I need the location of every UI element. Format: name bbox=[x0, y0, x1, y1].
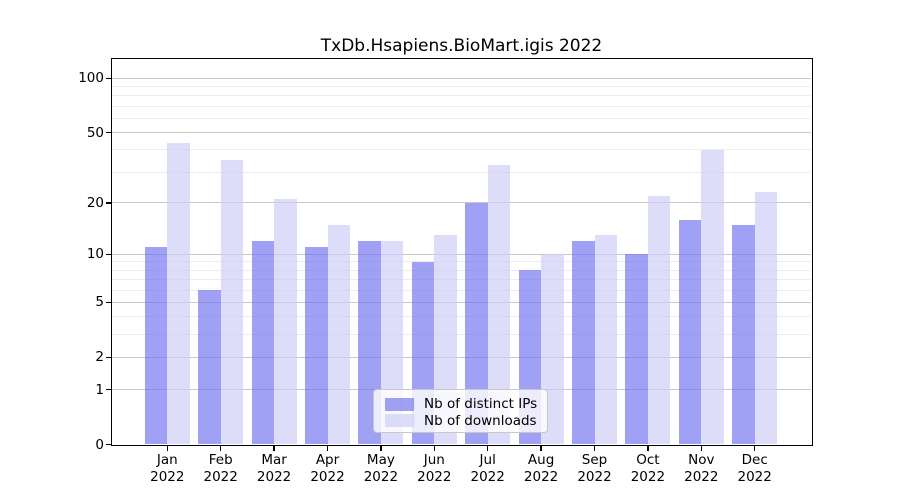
y-tick-label: 0 bbox=[95, 436, 104, 453]
bar-distinct-ips bbox=[305, 247, 328, 445]
y-tick-label: 1 bbox=[95, 381, 104, 398]
gridline-minor bbox=[112, 171, 811, 173]
y-tick-label: 5 bbox=[95, 294, 104, 311]
bar-distinct-ips bbox=[144, 247, 168, 445]
x-tick-mark bbox=[166, 446, 169, 451]
gridline-major bbox=[112, 253, 811, 255]
bar-downloads bbox=[754, 192, 778, 445]
legend-swatch-downloads-icon bbox=[385, 414, 414, 428]
x-tick-label: May 2022 bbox=[363, 452, 399, 485]
x-tick-mark bbox=[380, 446, 382, 451]
y-tick-mark bbox=[106, 131, 112, 134]
bar-downloads bbox=[701, 149, 724, 445]
gridline-minor bbox=[112, 117, 811, 119]
gridline-minor bbox=[112, 269, 811, 271]
y-tick-label: 20 bbox=[86, 194, 104, 211]
y-tick-mark bbox=[106, 202, 112, 204]
x-tick-label: Feb 2022 bbox=[203, 452, 238, 485]
x-tick-mark bbox=[433, 446, 436, 451]
x-tick-label: Dec 2022 bbox=[737, 452, 772, 485]
gridline-major bbox=[112, 301, 811, 303]
y-tick-mark bbox=[106, 253, 112, 256]
legend-label-downloads: Nb of downloads bbox=[424, 412, 537, 429]
gridline-minor bbox=[112, 334, 811, 336]
bar-distinct-ips bbox=[732, 224, 755, 445]
gridline-major bbox=[112, 356, 811, 358]
gridline-minor bbox=[112, 95, 811, 97]
x-tick-label: Apr 2022 bbox=[310, 452, 345, 485]
x-tick-label: Sep 2022 bbox=[577, 452, 612, 485]
y-tick-label: 50 bbox=[86, 124, 104, 141]
gridline-major bbox=[112, 77, 811, 79]
x-tick-mark bbox=[219, 446, 222, 451]
x-tick-mark bbox=[273, 446, 275, 451]
bar-downloads bbox=[167, 142, 190, 445]
x-tick-label: Mar 2022 bbox=[256, 452, 292, 485]
x-tick-label: Nov 2022 bbox=[684, 452, 719, 485]
chart-title: TxDb.Hsapiens.BioMart.igis 2022 bbox=[320, 36, 603, 56]
y-tick-mark bbox=[106, 443, 112, 446]
legend-swatch-distinct-ips-icon bbox=[385, 397, 414, 411]
bar-downloads bbox=[487, 164, 511, 445]
gridline-major bbox=[112, 202, 811, 204]
x-tick-mark bbox=[647, 446, 649, 451]
x-tick-label: Jan 2022 bbox=[150, 452, 185, 485]
bar-downloads bbox=[647, 195, 671, 445]
x-tick-mark bbox=[486, 446, 489, 451]
bar-distinct-ips bbox=[625, 254, 648, 445]
legend-label-distinct-ips: Nb of distinct IPs bbox=[424, 396, 538, 413]
bar-downloads bbox=[274, 199, 297, 445]
gridline-minor bbox=[112, 105, 811, 107]
bar-downloads bbox=[594, 235, 617, 445]
x-tick-mark bbox=[700, 446, 703, 451]
x-tick-mark bbox=[540, 446, 542, 451]
y-tick-label: 2 bbox=[95, 349, 104, 366]
gridline-minor bbox=[112, 316, 811, 318]
x-tick-label: Aug 2022 bbox=[523, 452, 559, 485]
y-tick-label: 100 bbox=[78, 70, 104, 87]
x-tick-mark bbox=[326, 446, 329, 451]
bar-distinct-ips bbox=[198, 290, 221, 445]
y-tick-label: 10 bbox=[86, 246, 104, 263]
y-tick-mark bbox=[106, 301, 112, 304]
gridline-minor bbox=[112, 261, 811, 263]
legend-item-distinct-ips: Nb of distinct IPs bbox=[385, 396, 547, 413]
y-tick-mark bbox=[106, 77, 112, 80]
y-tick-mark bbox=[106, 356, 112, 359]
y-tick-mark bbox=[106, 388, 112, 391]
x-tick-mark bbox=[593, 446, 596, 451]
gridline-minor bbox=[112, 279, 811, 281]
legend-item-downloads: Nb of downloads bbox=[385, 413, 547, 430]
bar-distinct-ips bbox=[572, 241, 595, 445]
bar-distinct-ips bbox=[678, 219, 702, 445]
x-tick-mark bbox=[753, 446, 756, 451]
bar-distinct-ips bbox=[251, 241, 275, 445]
x-tick-label: Oct 2022 bbox=[630, 452, 666, 485]
gridline-minor bbox=[112, 149, 811, 151]
legend: Nb of distinct IPs Nb of downloads bbox=[373, 389, 548, 433]
x-tick-label: Jun 2022 bbox=[417, 452, 452, 485]
x-tick-label: Jul 2022 bbox=[470, 452, 505, 485]
bar-downloads bbox=[220, 160, 244, 445]
gridline-minor bbox=[112, 86, 811, 88]
gridline-minor bbox=[112, 289, 811, 291]
gridline-major bbox=[112, 132, 811, 134]
bar-downloads bbox=[327, 224, 350, 445]
bar-distinct-ips bbox=[465, 202, 488, 445]
